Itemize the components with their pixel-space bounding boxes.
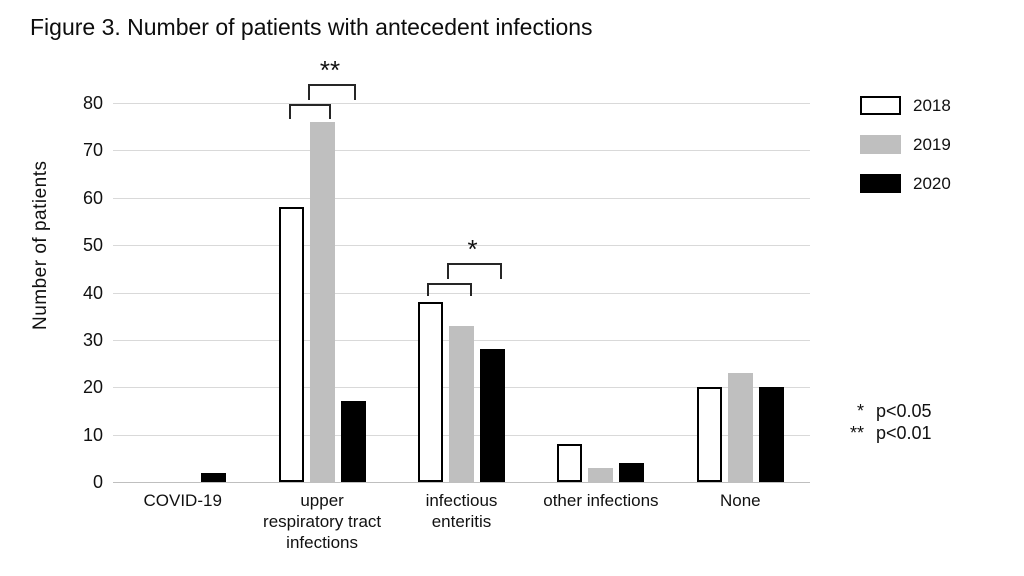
- bar-2020-other-infections: [619, 463, 644, 482]
- y-tick-label-0: 0: [92, 472, 103, 492]
- legend-swatch-2018: [860, 96, 901, 115]
- bar-2018-other-infections: [557, 444, 582, 482]
- note-text: p<0.01: [876, 423, 932, 443]
- p-value-notes: * p<0.05 ** p<0.01: [820, 401, 932, 445]
- significance-stars: *: [467, 234, 478, 264]
- gridline-y-50: [113, 245, 810, 247]
- y-tick-label-50: 50: [82, 235, 103, 256]
- bar-2020-covid-19: [201, 473, 226, 482]
- note-text: p<0.05: [876, 401, 932, 421]
- y-axis-title: Number of patients: [30, 160, 51, 330]
- bar-2018-none: [697, 387, 722, 482]
- y-tick-label-40: 40: [82, 282, 103, 303]
- legend-label-2020: 2020: [913, 174, 951, 193]
- x-label-other-infections: other infections: [543, 491, 659, 510]
- note-symbol: **: [849, 423, 864, 443]
- legend-item-2018: 2018: [860, 96, 951, 115]
- gridline-y-60: [113, 197, 810, 199]
- note-row-1: * p<0.05: [820, 401, 932, 423]
- bracket-2019-2020-starred: [447, 263, 502, 279]
- legend-item-2019: 2019: [860, 135, 951, 154]
- y-tick-label-80: 80: [82, 93, 103, 113]
- y-tick-label-60: 60: [82, 187, 103, 208]
- gridline-y-40: [113, 292, 810, 294]
- gridline-y-80: [113, 103, 810, 104]
- bar-2018-upper: [279, 207, 304, 482]
- y-tick-label-30: 30: [82, 329, 103, 350]
- bracket-2019-2020-starred: [308, 84, 356, 100]
- legend-label-2019: 2019: [913, 135, 951, 154]
- gridline-y-0: [113, 482, 810, 483]
- x-label-none: None: [719, 491, 761, 510]
- bar-2019-upper: [310, 122, 335, 482]
- bar-2020-upper: [341, 401, 366, 482]
- gridline-y-70: [113, 150, 810, 152]
- plot-area: [113, 103, 810, 483]
- legend-item-2020: 2020: [860, 174, 951, 193]
- figure-title: Figure 3. Number of patients with antece…: [30, 14, 593, 40]
- y-tick-label-20: 20: [82, 377, 103, 398]
- x-label-infectious: infectious enteritis: [425, 491, 498, 531]
- note-symbol: *: [856, 401, 864, 421]
- bar-2019-infectious: [449, 326, 474, 482]
- legend-label-2018: 2018: [913, 96, 951, 115]
- significance-stars: **: [319, 55, 341, 85]
- bar-2020-infectious: [480, 349, 505, 482]
- bar-2019-none: [728, 373, 753, 482]
- note-row-2: ** p<0.01: [820, 423, 932, 445]
- legend-swatch-2020: [860, 174, 901, 193]
- x-label-upper: upper respiratory tract infections: [263, 491, 382, 552]
- bar-2018-infectious: [418, 302, 443, 482]
- legend-swatch-2019: [860, 135, 901, 154]
- y-tick-label-70: 70: [82, 140, 103, 161]
- bracket-2018-2019: [289, 104, 331, 119]
- bracket-2018-2019: [427, 283, 472, 296]
- bar-2020-none: [759, 387, 784, 482]
- x-label-covid-19: COVID-19: [143, 491, 222, 510]
- bar-2019-other-infections: [588, 468, 613, 482]
- y-tick-label-10: 10: [82, 424, 103, 445]
